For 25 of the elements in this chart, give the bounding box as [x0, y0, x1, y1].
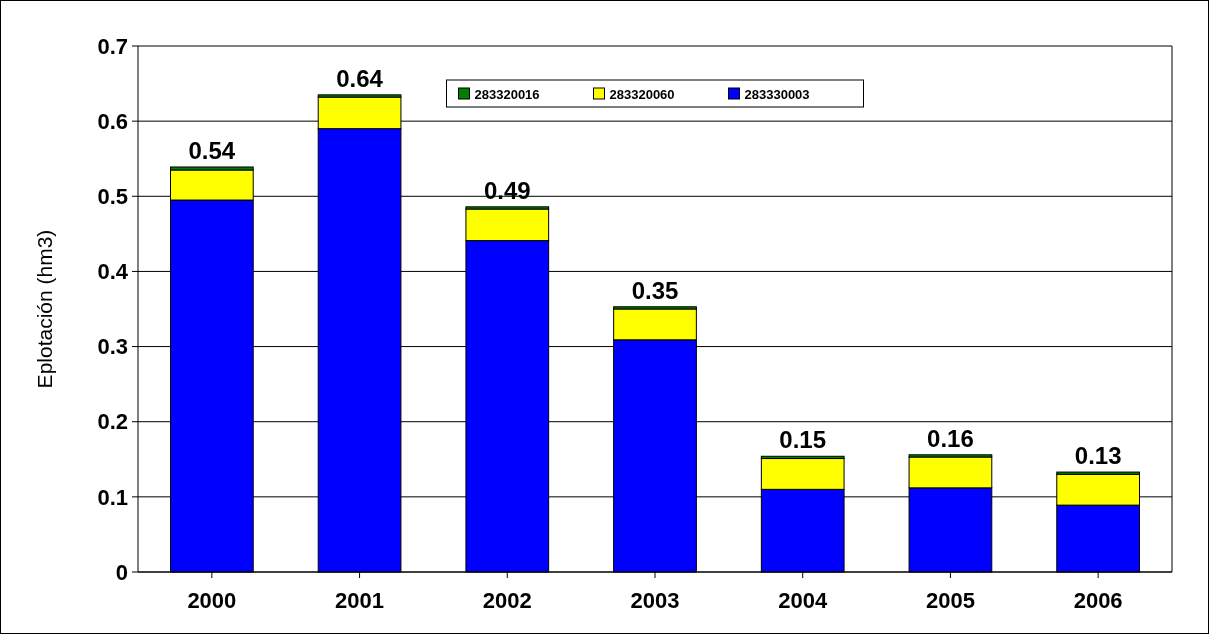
total-label: 0.35 [631, 276, 679, 304]
y-tick-label: 0.7 [97, 33, 128, 59]
x-tick-label: 2000 [187, 588, 237, 613]
y-tick-label: 0.3 [97, 334, 128, 360]
y-tick-label: 0.6 [97, 108, 128, 134]
x-tick-label: 2002 [482, 588, 532, 613]
y-tick-label: 0 [115, 559, 128, 585]
y-axis-title: Eplotación (hm3) [33, 229, 56, 389]
legend-label: 283320016 [474, 86, 540, 102]
x-tick-label: 2003 [630, 588, 680, 613]
total-label: 0.13 [1074, 442, 1122, 470]
total-label: 0.16 [927, 424, 974, 452]
x-tick-label: 2001 [335, 588, 385, 613]
total-label: 0.15 [779, 426, 827, 454]
legend-label: 283330003 [744, 86, 810, 102]
x-tick-label: 2004 [778, 588, 828, 613]
legend-label: 283320060 [609, 86, 675, 102]
total-label: 0.64 [336, 64, 384, 92]
y-tick-label: 0.1 [97, 484, 128, 510]
total-label: 0.54 [188, 136, 236, 164]
y-tick-label: 0.2 [97, 409, 128, 435]
y-tick-label: 0.4 [97, 259, 129, 285]
x-tick-label: 2005 [925, 588, 975, 613]
y-tick-label: 0.5 [97, 183, 128, 209]
x-tick-label: 2006 [1073, 588, 1123, 613]
